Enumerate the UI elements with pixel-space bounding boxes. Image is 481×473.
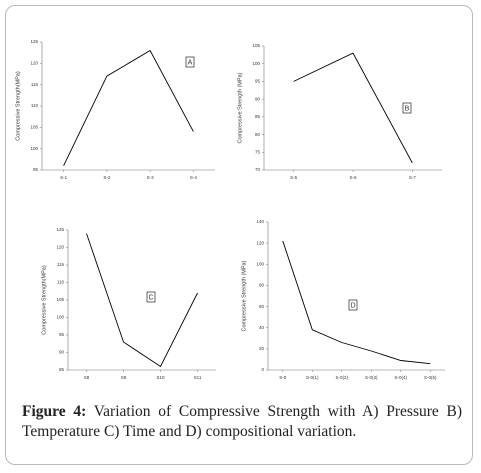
annotation-box [402, 102, 412, 114]
x-tick-label: S-0(1) [306, 375, 319, 380]
caption-label: Figure 4: [22, 403, 87, 420]
x-tick-label: S10 [156, 375, 165, 380]
y-tick-label: 95 [33, 167, 39, 172]
y-tick-label: 85 [59, 367, 65, 372]
annotation: A [188, 59, 193, 66]
x-tick-label: S9 [121, 375, 127, 380]
x-tick-label: S-0(3) [365, 375, 378, 380]
annotation-box [348, 299, 358, 311]
y-tick-label: 100 [56, 315, 64, 320]
x-tick-label: S-5 [290, 175, 298, 180]
y-tick-label: 90 [255, 96, 261, 101]
data-line [293, 52, 413, 164]
caption-text: Variation of Compressive Strength with A… [22, 403, 462, 440]
y-tick-label: 0 [261, 367, 264, 372]
y-axis-label: Compressive Strength (MPa) [241, 260, 247, 331]
x-tick-label: S-0 [279, 375, 287, 380]
y-tick-label: 100 [252, 61, 260, 66]
annotation-box [185, 56, 195, 68]
y-tick-label: 80 [255, 132, 261, 137]
y-tick-label: 140 [256, 219, 264, 224]
x-tick-label: S-1 [60, 175, 68, 180]
y-tick-label: 75 [255, 149, 261, 154]
annotation: B [405, 105, 410, 112]
y-tick-label: 120 [256, 240, 264, 245]
y-tick-label: 110 [57, 280, 65, 285]
x-tick-label: S-0(4) [394, 375, 407, 380]
x-tick-label: S8 [84, 375, 90, 380]
y-tick-label: 120 [56, 245, 64, 250]
x-tick-label: S-4 [190, 175, 198, 180]
x-tick-label: S11 [194, 375, 202, 380]
data-line [86, 233, 198, 368]
y-tick-label: 125 [56, 227, 64, 232]
y-tick-label: 115 [57, 262, 65, 267]
figure-frame [5, 5, 473, 465]
y-tick-label: 115 [31, 82, 39, 87]
y-tick-label: 60 [259, 304, 265, 309]
y-tick-label: 110 [31, 103, 39, 108]
y-tick-label: 105 [56, 297, 64, 302]
y-tick-label: 105 [30, 125, 38, 130]
annotation-box [146, 291, 156, 303]
x-tick-label: S-2 [103, 175, 111, 180]
x-tick-label: S-0(2) [335, 375, 348, 380]
y-tick-label: 100 [30, 146, 38, 151]
y-tick-label: 125 [30, 39, 38, 44]
y-tick-label: 40 [259, 325, 265, 330]
y-axis-label: Compressive Strength(MPa) [41, 265, 47, 335]
x-tick-label: S-6 [349, 175, 357, 180]
y-tick-label: 95 [255, 79, 261, 84]
caption: Figure 4: Variation of Compressive Stren… [22, 402, 462, 442]
data-line [282, 240, 431, 365]
y-tick-label: 120 [30, 61, 38, 66]
x-tick-label: S-3 [147, 175, 155, 180]
data-line [63, 49, 194, 166]
y-tick-label: 100 [256, 261, 264, 266]
y-axis-label: Compressive Strength(MPa) [15, 71, 21, 141]
y-tick-label: 90 [59, 350, 65, 355]
y-tick-label: 20 [259, 346, 265, 351]
y-tick-label: 95 [59, 332, 65, 337]
annotation: C [148, 294, 153, 301]
y-tick-label: 105 [252, 43, 260, 48]
annotation: D [350, 302, 355, 309]
x-tick-label: S-0(5) [424, 375, 437, 380]
charts: 95 100 105 110 115 120 125 S-1 S-2 S-3 S-4 Compress… [15, 39, 445, 380]
y-tick-label: 80 [259, 283, 265, 288]
y-tick-label: 70 [255, 167, 261, 172]
y-tick-label: 85 [255, 114, 261, 119]
x-tick-label: S-7 [409, 175, 417, 180]
y-axis-label: Compressive Strength (MPa) [237, 72, 243, 143]
